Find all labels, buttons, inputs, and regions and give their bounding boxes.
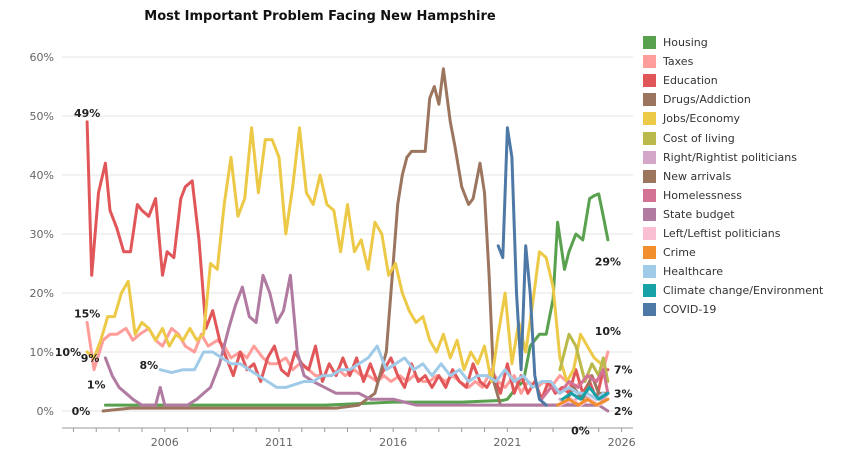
y-tick-label: 10% (30, 346, 54, 359)
series-line-state-budget (103, 273, 610, 413)
legend-swatch (643, 226, 656, 240)
legend-item-jobs-economy: Jobs/Economy (643, 109, 842, 128)
legend-item-state-budget: State budget (643, 205, 842, 224)
legend-swatch (643, 36, 656, 50)
legend-swatch (643, 284, 656, 298)
series-line-housing (103, 192, 610, 407)
legend-swatch (643, 112, 656, 126)
legend-label: Healthcare (663, 265, 723, 279)
data-labels: 49%15%10% 9%8%1%0%29%10%7%3%2%0% (55, 107, 633, 438)
legend-item-drugs-addiction: Drugs/Addiction (643, 90, 842, 109)
legend-item-homelessness: Homelessness (643, 186, 842, 205)
legend-label: Jobs/Economy (663, 112, 741, 126)
legend-label: State budget (663, 207, 735, 221)
data-label: 7% (614, 364, 633, 377)
axes: 0% 10% 20% 30% 40% 50% 60% 2006 2011 2016 2021 2026 (30, 51, 636, 449)
series-line-crime (556, 397, 610, 407)
data-label: 8% (139, 359, 158, 372)
legend-label: Education (663, 74, 718, 88)
legend-item-right-rightist-politicians: Right/Rightist politicians (643, 148, 842, 167)
legend-swatch (643, 188, 656, 202)
legend-swatch (643, 303, 656, 317)
legend-label: Taxes (663, 55, 694, 69)
legend-label: Crime (663, 246, 696, 260)
x-tick-label: 2011 (265, 436, 293, 449)
legend-swatch (643, 169, 656, 183)
legend-label: Homelessness (663, 188, 742, 202)
data-label: 9% (81, 352, 100, 365)
y-tick-label: 20% (30, 287, 54, 300)
data-label: 10% (595, 325, 621, 338)
series-line-jobs-economy (85, 126, 603, 383)
legend-swatch (643, 246, 656, 260)
y-tick-label: 30% (30, 228, 54, 241)
legend-label: Cost of living (663, 131, 735, 145)
x-tick-label: 2016 (379, 436, 407, 449)
chart-title: Most Important Problem Facing New Hampsh… (144, 9, 496, 24)
legend-item-cost-of-living: Cost of living (643, 128, 842, 147)
data-label: 29% (595, 256, 621, 269)
series-line-homelessness (540, 368, 610, 401)
legend-label: COVID-19 (663, 303, 717, 317)
legend-item-climate-change-environment: Climate change/Environment (643, 281, 842, 300)
legend-label: Drugs/Addiction (663, 93, 751, 107)
data-label: 49% (74, 107, 100, 120)
legend-swatch (643, 265, 656, 279)
legend-item-covid-19: COVID-19 (643, 300, 842, 319)
legend-label: Right/Rightist politicians (663, 150, 797, 164)
legend-swatch (643, 74, 656, 88)
series-line-climate-change-environment (560, 385, 610, 401)
legend-swatch (643, 131, 656, 145)
legend-label: Left/Leftist politicians (663, 226, 781, 240)
legend-label: New arrivals (663, 169, 732, 183)
series-line-healthcare (158, 344, 605, 401)
series-line-covid-19 (496, 126, 548, 407)
data-label: 15% (74, 308, 100, 321)
x-tick-label: 2006 (151, 436, 179, 449)
data-label: 3% (614, 387, 633, 400)
legend-label: Housing (663, 36, 708, 50)
legend-swatch (643, 55, 656, 69)
data-label: 0% (571, 424, 590, 437)
series-lines (85, 67, 610, 413)
legend-item-new-arrivals: New arrivals (643, 167, 842, 186)
legend-swatch (643, 207, 656, 221)
legend: Housing Taxes Education Drugs/Addiction Jobs… (643, 33, 842, 319)
legend-swatch (643, 150, 656, 164)
legend-item-housing: Housing (643, 33, 842, 52)
legend-swatch (643, 93, 656, 107)
legend-item-taxes: Taxes (643, 52, 842, 71)
legend-item-crime: Crime (643, 243, 842, 262)
legend-item-healthcare: Healthcare (643, 262, 842, 281)
y-tick-label: 0% (37, 405, 54, 418)
data-label: 0% (72, 405, 91, 418)
y-tick-label: 40% (30, 169, 54, 182)
legend-label: Climate change/Environment (663, 284, 824, 298)
y-tick-label: 50% (30, 110, 54, 123)
data-label: 10% (55, 346, 81, 359)
x-tick-label: 2026 (608, 436, 636, 449)
gridlines (62, 56, 633, 412)
legend-item-left-leftist-politicians: Left/Leftist politicians (643, 224, 842, 243)
series-line-education (85, 120, 610, 401)
y-tick-label: 60% (30, 51, 54, 64)
x-tick-label: 2021 (493, 436, 521, 449)
legend-item-education: Education (643, 71, 842, 90)
line-chart: 0% 10% 20% 30% 40% 50% 60% 2006 2011 2016 2021 2026… (30, 51, 636, 449)
data-label: 2% (614, 405, 633, 418)
data-label: 1% (87, 378, 106, 391)
series-line-cost-of-living (558, 332, 610, 383)
